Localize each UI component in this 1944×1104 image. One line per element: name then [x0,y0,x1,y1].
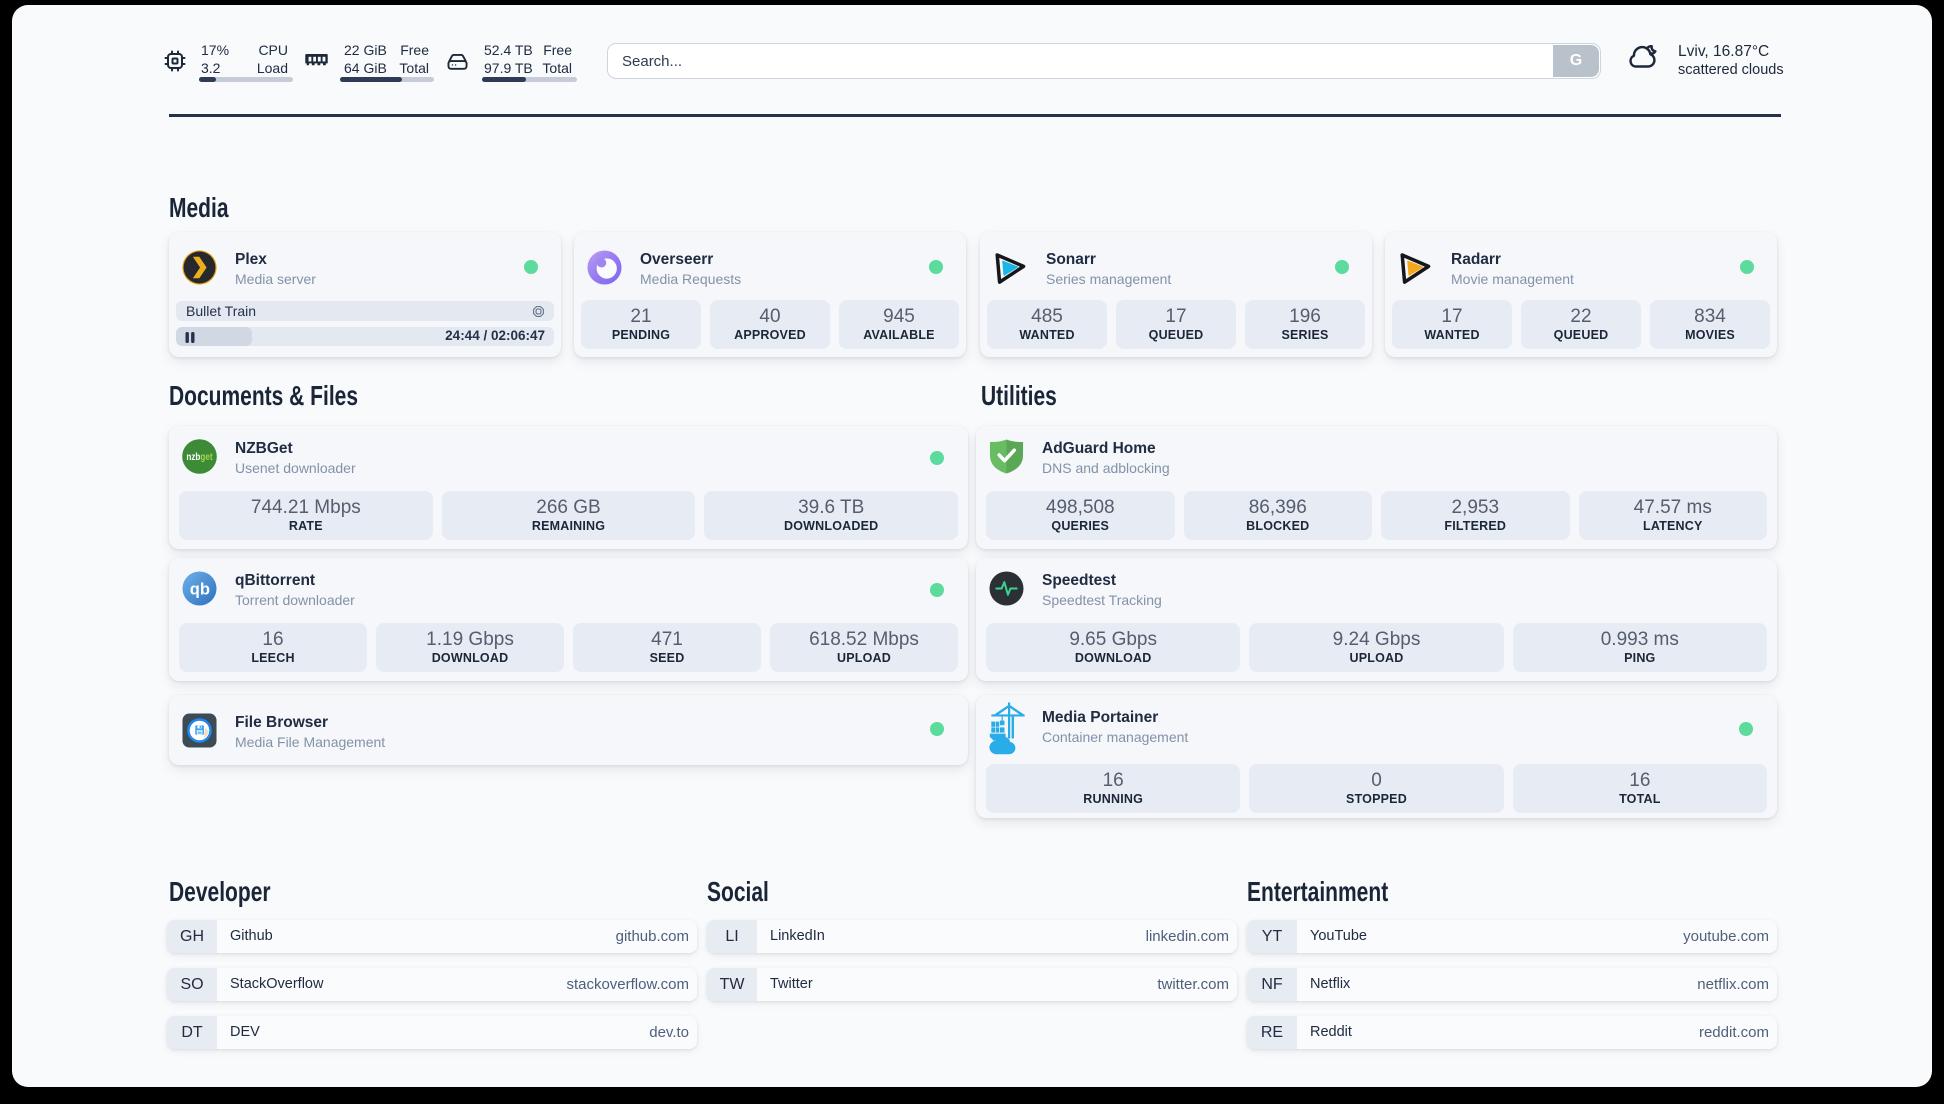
svg-text:qb: qb [190,579,210,598]
svg-text:nzbget: nzbget [186,452,213,463]
